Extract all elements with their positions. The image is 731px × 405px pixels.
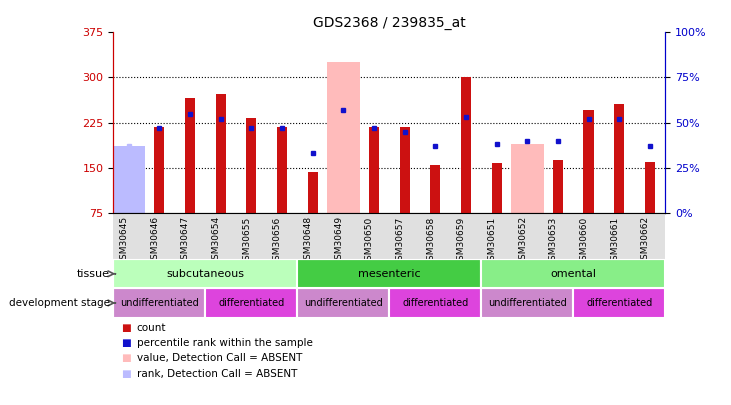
Text: differentiated: differentiated xyxy=(218,298,284,308)
Text: GSM30649: GSM30649 xyxy=(334,216,344,265)
Bar xyxy=(185,98,195,213)
Text: GSM30654: GSM30654 xyxy=(211,216,221,265)
Text: GSM30652: GSM30652 xyxy=(518,216,527,265)
Text: percentile rank within the sample: percentile rank within the sample xyxy=(137,338,313,348)
Text: ■: ■ xyxy=(121,323,130,333)
Text: ■: ■ xyxy=(121,369,130,379)
Text: rank, Detection Call = ABSENT: rank, Detection Call = ABSENT xyxy=(137,369,297,379)
Text: GSM30655: GSM30655 xyxy=(242,216,251,266)
Text: GSM30658: GSM30658 xyxy=(426,216,435,266)
Bar xyxy=(112,147,145,213)
Bar xyxy=(400,127,409,213)
Text: differentiated: differentiated xyxy=(402,298,469,308)
Text: GSM30648: GSM30648 xyxy=(303,216,313,265)
Bar xyxy=(553,160,563,213)
Title: GDS2368 / 239835_at: GDS2368 / 239835_at xyxy=(313,16,466,30)
Text: ■: ■ xyxy=(121,338,130,348)
Text: GSM30645: GSM30645 xyxy=(120,216,129,265)
Text: GSM30662: GSM30662 xyxy=(641,216,650,265)
Text: mesenteric: mesenteric xyxy=(358,269,420,279)
Text: GSM30656: GSM30656 xyxy=(273,216,282,266)
Text: GSM30646: GSM30646 xyxy=(151,216,159,265)
Text: undifferentiated: undifferentiated xyxy=(304,298,382,308)
Bar xyxy=(369,127,379,213)
Bar xyxy=(430,164,440,213)
Text: differentiated: differentiated xyxy=(586,298,652,308)
Bar xyxy=(246,118,257,213)
Text: GSM30657: GSM30657 xyxy=(395,216,404,266)
Bar xyxy=(511,143,544,213)
Text: ■: ■ xyxy=(121,354,130,363)
Bar xyxy=(216,94,226,213)
Text: GSM30660: GSM30660 xyxy=(580,216,588,266)
Bar xyxy=(461,77,471,213)
Bar xyxy=(112,146,145,213)
Bar xyxy=(573,288,665,318)
Bar xyxy=(298,259,481,288)
Bar xyxy=(583,111,594,213)
Text: GSM30650: GSM30650 xyxy=(365,216,374,266)
Bar xyxy=(481,288,573,318)
Text: GSM30661: GSM30661 xyxy=(610,216,619,266)
Text: undifferentiated: undifferentiated xyxy=(488,298,567,308)
Bar xyxy=(277,127,287,213)
Text: omental: omental xyxy=(550,269,596,279)
Bar xyxy=(154,127,164,213)
Bar xyxy=(327,62,360,213)
Bar xyxy=(390,288,481,318)
Text: GSM30653: GSM30653 xyxy=(549,216,558,266)
Text: count: count xyxy=(137,323,166,333)
Bar xyxy=(113,259,298,288)
Text: GSM30647: GSM30647 xyxy=(181,216,190,265)
Text: subcutaneous: subcutaneous xyxy=(166,269,244,279)
Bar xyxy=(113,288,205,318)
Text: GSM30659: GSM30659 xyxy=(457,216,466,266)
Text: development stage: development stage xyxy=(9,298,110,308)
Bar xyxy=(481,259,665,288)
Bar xyxy=(614,104,624,213)
Bar xyxy=(491,163,501,213)
Bar xyxy=(645,162,655,213)
Text: tissue: tissue xyxy=(77,269,110,279)
Text: undifferentiated: undifferentiated xyxy=(120,298,199,308)
Text: value, Detection Call = ABSENT: value, Detection Call = ABSENT xyxy=(137,354,302,363)
Text: GSM30651: GSM30651 xyxy=(488,216,496,266)
Bar xyxy=(205,288,298,318)
Bar xyxy=(308,173,318,213)
Bar xyxy=(298,288,389,318)
